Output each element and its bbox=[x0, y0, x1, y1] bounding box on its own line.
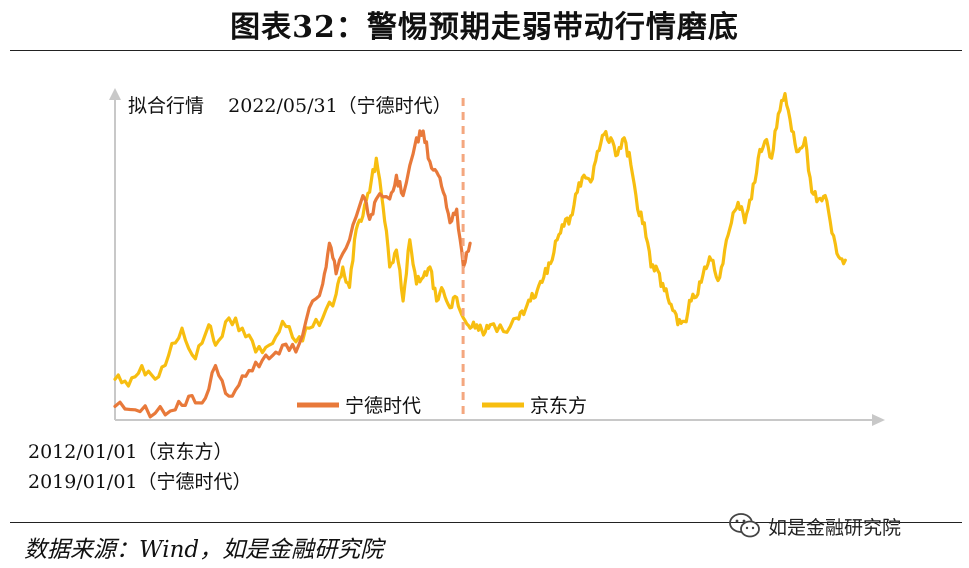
chart-legend: 宁德时代 京东方 bbox=[297, 395, 587, 417]
wechat-icon bbox=[729, 513, 760, 538]
start-date-jingdongfang: 2012/01/01（京东方） bbox=[28, 441, 233, 463]
y-axis-arrow bbox=[109, 88, 121, 100]
series-line-ningdeshidai bbox=[113, 129, 472, 419]
legend-label-ningdeshidai: 宁德时代 bbox=[345, 395, 421, 417]
x-axis-arrow bbox=[872, 414, 885, 426]
fitted-trend-chart: 拟合行情 2022/05/31（宁德时代） 宁德时代 京东方 bbox=[109, 88, 885, 426]
bottom-divider bbox=[10, 522, 962, 523]
top-divider bbox=[10, 50, 962, 51]
legend-label-jingdongfang: 京东方 bbox=[530, 395, 587, 417]
chart-lines bbox=[113, 92, 847, 419]
chart-title: 图表32：警惕预期走弱带动行情磨底 bbox=[230, 10, 739, 45]
wechat-watermark: 如是金融研究院 bbox=[728, 508, 901, 544]
chart-annotation: 拟合行情 2022/05/31（宁德时代） bbox=[128, 95, 452, 117]
source-note: 数据来源：Wind，如是金融研究院 bbox=[24, 537, 384, 563]
chart-axes bbox=[109, 88, 885, 426]
start-date-ningdeshidai: 2019/01/01（宁德时代） bbox=[28, 471, 252, 493]
watermark-text: 如是金融研究院 bbox=[768, 516, 902, 539]
series-line-jingdongfang bbox=[113, 92, 847, 388]
